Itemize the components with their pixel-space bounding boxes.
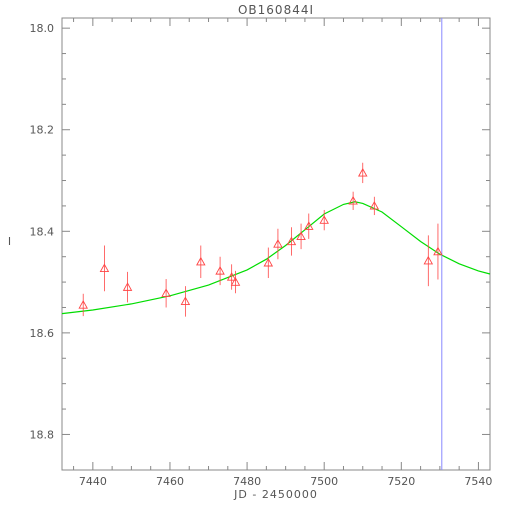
data-point <box>273 228 283 260</box>
triangle-marker <box>369 200 380 210</box>
data-point <box>99 245 110 292</box>
triangle-marker <box>319 215 329 224</box>
triangle-marker <box>263 257 274 267</box>
data-point <box>296 223 306 250</box>
x-tick-label: 7520 <box>387 475 415 488</box>
triangle-marker <box>230 277 241 286</box>
y-axis-label: I <box>8 235 12 248</box>
observation-points-layer <box>78 162 443 317</box>
triangle-marker <box>273 239 283 248</box>
data-point <box>369 196 380 216</box>
triangle-marker <box>161 288 171 297</box>
triangle-marker <box>348 195 358 205</box>
y-tick-label: 18.2 <box>30 124 55 137</box>
x-tick-label: 7460 <box>156 475 184 488</box>
data-point <box>122 271 133 303</box>
triangle-marker <box>180 296 191 306</box>
data-point <box>433 223 443 280</box>
x-tick-label: 7440 <box>79 475 107 488</box>
triangle-marker <box>286 236 297 246</box>
x-tick-label: 7480 <box>233 475 261 488</box>
data-point <box>215 256 225 286</box>
triangle-marker <box>433 246 443 256</box>
triangle-marker <box>196 256 206 266</box>
data-point <box>304 213 314 239</box>
data-point <box>180 286 191 317</box>
data-point <box>196 245 206 279</box>
triangle-marker <box>122 282 133 291</box>
y-tick-label: 18.8 <box>30 428 55 441</box>
data-point <box>348 191 358 210</box>
triangle-marker <box>226 272 237 281</box>
data-point <box>319 209 329 231</box>
y-tick-label: 18.4 <box>30 225 55 238</box>
data-point <box>286 227 297 256</box>
data-point <box>78 293 88 317</box>
triangle-marker <box>296 231 306 241</box>
y-tick-label: 18.6 <box>30 327 55 340</box>
data-point <box>263 247 274 279</box>
triangle-marker <box>357 167 368 177</box>
data-point <box>161 279 171 308</box>
y-tick-label: 18.0 <box>30 22 55 35</box>
triangle-marker <box>215 265 225 275</box>
axis-ticks-layer: 7440 7460 7480 7500 7520 7540 18.0 18.2 18.4 18.6… <box>30 18 492 488</box>
data-point <box>423 235 434 287</box>
triangle-marker <box>304 221 314 230</box>
x-tick-label: 7500 <box>310 475 338 488</box>
data-point <box>230 270 241 294</box>
x-tick-label: 7540 <box>464 475 492 488</box>
triangle-marker <box>78 300 88 309</box>
data-point <box>357 162 368 184</box>
model-curve-layer <box>61 201 491 315</box>
x-axis-label: JD - 2450000 <box>233 488 318 501</box>
model-curve <box>61 201 491 315</box>
plot-frame <box>61 17 491 471</box>
triangle-marker <box>423 255 434 265</box>
chart-title: OB160844I <box>238 3 314 17</box>
triangle-marker <box>99 263 110 273</box>
